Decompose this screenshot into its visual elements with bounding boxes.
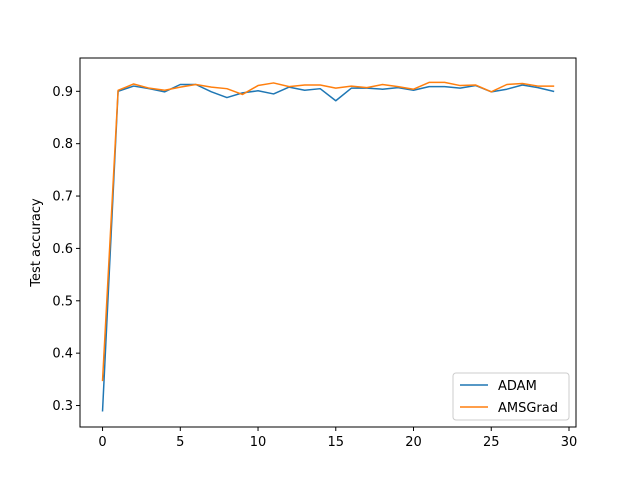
legend-label-amsgrad: AMSGrad: [498, 401, 558, 416]
legend: ADAM AMSGrad: [452, 372, 570, 421]
y-axis-ticks: 0.3 0.4 0.5 0.6 0.7 0.8 0.9: [52, 85, 80, 414]
y-tick-label: 0.7: [52, 190, 73, 205]
plot-frame: [79, 57, 577, 428]
x-tick-label: 0: [98, 435, 106, 450]
y-tick-label: 0.5: [52, 294, 73, 309]
x-tick-label: 10: [250, 435, 267, 450]
plot-lines: [101, 81, 555, 412]
y-tick-label: 0.9: [52, 85, 73, 100]
x-tick-label: 30: [561, 435, 578, 450]
y-tick-label: 0.4: [52, 347, 73, 362]
legend-label-adam: ADAM: [498, 379, 537, 394]
x-tick-label: 20: [405, 435, 422, 450]
series-line-amsgrad: [101, 81, 555, 382]
x-tick-label: 5: [176, 435, 184, 450]
y-tick-label: 0.8: [52, 137, 73, 152]
x-tick-label: 15: [328, 435, 345, 450]
x-axis-ticks: 0 5 10 15 20 25 30: [98, 427, 577, 450]
y-axis-title: Test accuracy: [29, 198, 44, 288]
y-tick-label: 0.6: [52, 242, 73, 257]
x-tick-label: 25: [483, 435, 500, 450]
y-tick-label: 0.3: [52, 399, 73, 414]
